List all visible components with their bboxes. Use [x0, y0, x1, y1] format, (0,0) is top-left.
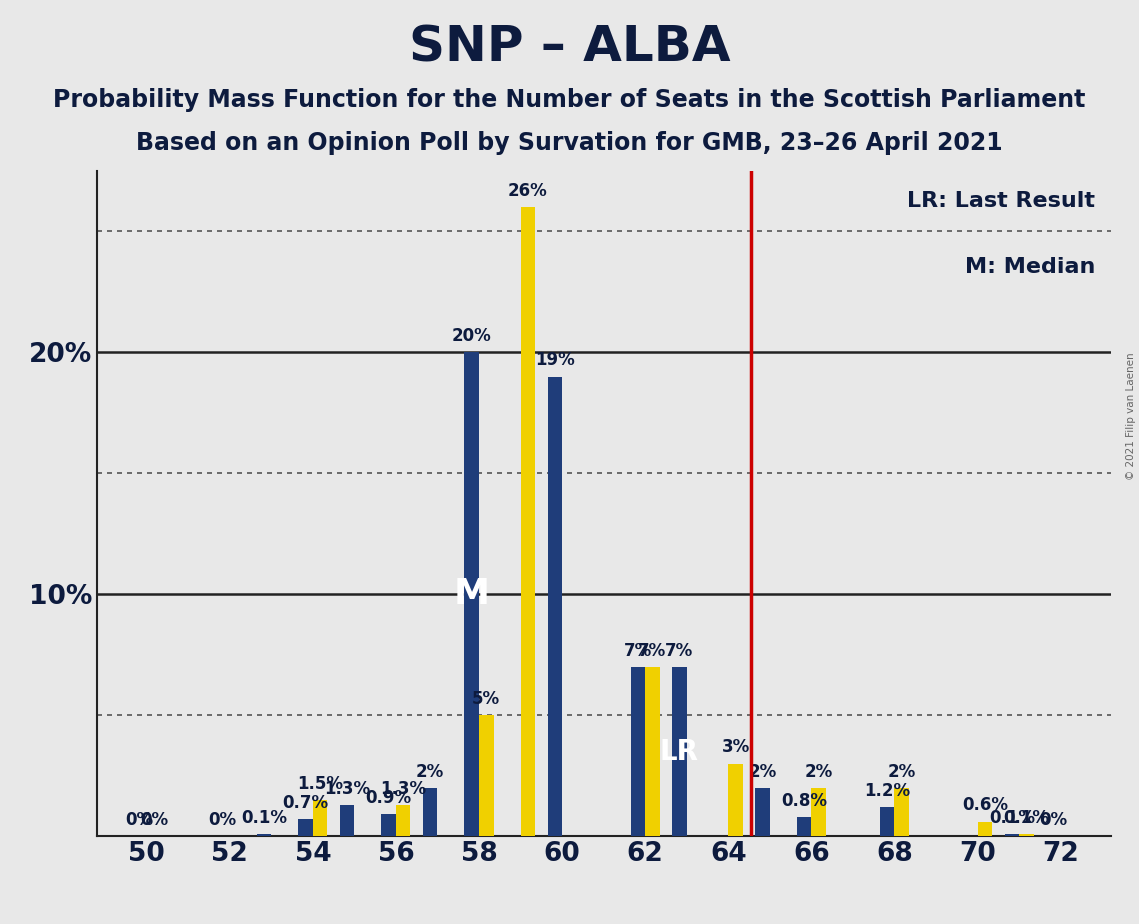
Text: 2%: 2% [748, 762, 777, 781]
Text: 0%: 0% [1039, 811, 1067, 829]
Bar [880, 808, 894, 836]
Text: 19%: 19% [535, 351, 575, 370]
Bar [548, 377, 563, 836]
Bar [977, 821, 992, 836]
Text: SNP – ALBA: SNP – ALBA [409, 23, 730, 71]
Text: LR: LR [659, 737, 699, 766]
Bar [631, 667, 645, 836]
Text: 0%: 0% [125, 811, 154, 829]
Text: 3%: 3% [721, 738, 749, 757]
Bar [396, 805, 410, 836]
Text: 0%: 0% [140, 811, 169, 829]
Bar [465, 352, 480, 836]
Text: 0.1%: 0.1% [241, 808, 287, 827]
Text: M: Median: M: Median [965, 258, 1096, 277]
Text: 1.3%: 1.3% [380, 780, 426, 797]
Bar [728, 763, 743, 836]
Text: 0%: 0% [208, 811, 237, 829]
Bar [480, 715, 493, 836]
Bar [755, 788, 770, 836]
Text: 1.5%: 1.5% [297, 774, 343, 793]
Text: 0.8%: 0.8% [781, 792, 827, 809]
Text: 0.9%: 0.9% [366, 789, 411, 808]
Bar [1019, 833, 1034, 836]
Text: 2%: 2% [887, 762, 916, 781]
Bar [298, 820, 313, 836]
Text: Probability Mass Function for the Number of Seats in the Scottish Parliament: Probability Mass Function for the Number… [54, 88, 1085, 112]
Bar [313, 800, 327, 836]
Text: © 2021 Filip van Laenen: © 2021 Filip van Laenen [1126, 352, 1136, 480]
Text: 0.7%: 0.7% [282, 794, 329, 812]
Text: Based on an Opinion Poll by Survation for GMB, 23–26 April 2021: Based on an Opinion Poll by Survation fo… [137, 131, 1002, 155]
Bar [811, 788, 826, 836]
Text: 20%: 20% [452, 327, 492, 346]
Bar [1005, 833, 1019, 836]
Text: 7%: 7% [638, 641, 666, 660]
Text: 1.2%: 1.2% [865, 782, 910, 800]
Bar [797, 817, 811, 836]
Bar [423, 788, 437, 836]
Text: 0.6%: 0.6% [961, 796, 1008, 814]
Text: M: M [453, 578, 490, 612]
Text: 0.1%: 0.1% [989, 808, 1035, 827]
Text: 7%: 7% [624, 641, 652, 660]
Bar [339, 805, 354, 836]
Text: 5%: 5% [473, 690, 500, 708]
Text: 7%: 7% [665, 641, 694, 660]
Bar [894, 788, 909, 836]
Text: 1.3%: 1.3% [325, 780, 370, 797]
Text: 26%: 26% [508, 182, 548, 200]
Bar [521, 207, 535, 836]
Text: LR: Last Result: LR: Last Result [908, 191, 1096, 211]
Bar [382, 814, 396, 836]
Bar [672, 667, 687, 836]
Text: 0.1%: 0.1% [1003, 808, 1049, 827]
Bar [645, 667, 659, 836]
Text: 2%: 2% [416, 762, 444, 781]
Bar [256, 833, 271, 836]
Text: 2%: 2% [804, 762, 833, 781]
